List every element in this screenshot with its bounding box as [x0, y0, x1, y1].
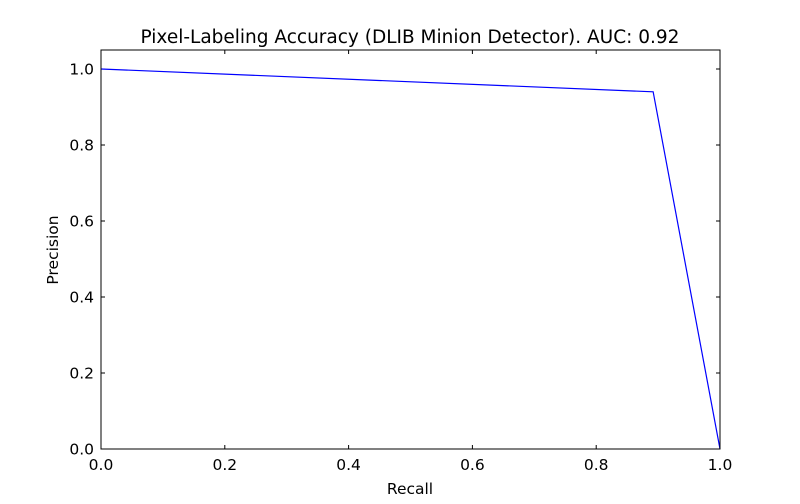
tick-label-layer: 0.0 0.2 0.4 0.6 0.8 1.0 0.0 0.2 0.4 0.6 0.8 1.0 [69, 61, 732, 475]
y-tick-label: 0.4 [69, 289, 94, 307]
series-line-0 [100, 68, 721, 450]
y-tick-label: 0.8 [69, 137, 94, 155]
y-tick-label: 1.0 [69, 61, 94, 79]
y-tick-label: 0.2 [69, 365, 94, 383]
chart-title: Pixel-Labeling Accuracy (DLIB Minion Det… [141, 27, 680, 48]
plot-frame [100, 49, 721, 450]
x-tick-label: 1.0 [708, 456, 733, 474]
ticks-layer [100, 50, 721, 450]
y-tick-label: 0.6 [69, 213, 94, 231]
x-tick-label: 0.8 [584, 456, 609, 474]
y-tick-label: 0.0 [69, 441, 94, 459]
x-axis-label: Recall [387, 480, 433, 498]
x-tick-label: 0.4 [336, 456, 361, 474]
x-tick-label: 0.6 [460, 456, 485, 474]
x-tick-label: 0.2 [212, 456, 237, 474]
y-axis-label: Precision [44, 215, 62, 284]
x-tick-label: 0.0 [89, 456, 114, 474]
series-layer [100, 68, 721, 450]
